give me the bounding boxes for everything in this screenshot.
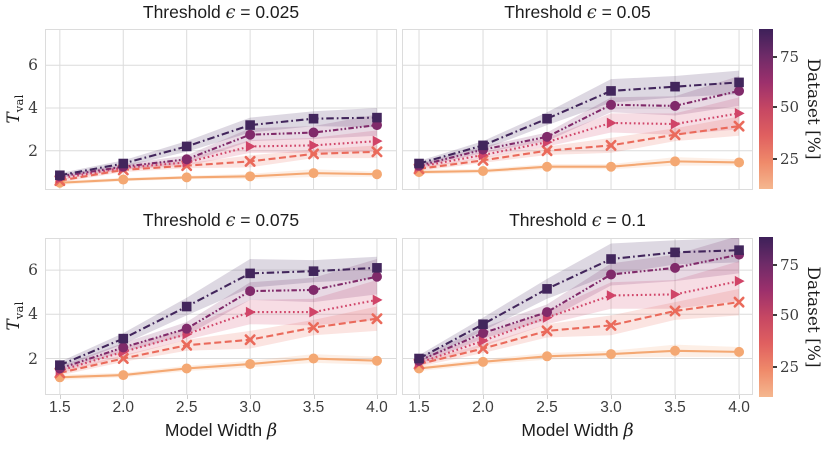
plot-eps-0.05 — [402, 29, 753, 190]
title-value: = 0.05 — [596, 2, 651, 22]
colorbar-label-top: Dataset [%] — [803, 58, 823, 160]
plot-eps-0.1 — [402, 238, 753, 395]
colorbar-tick-mark — [773, 366, 777, 368]
colorbar-bottom — [759, 237, 773, 397]
colorbar-tick-label: 25 — [780, 358, 800, 377]
y-tick-label: 6 — [28, 261, 38, 280]
y-tick-label: 2 — [28, 141, 38, 160]
colorbar-label-bottom: Dataset [%] — [803, 266, 823, 368]
colorbar-tick-mark — [773, 158, 777, 160]
x-tick-mark — [419, 395, 421, 399]
colorbar-tick-mark — [773, 56, 777, 58]
title-text: Threshold — [504, 2, 587, 22]
x-tick-mark — [483, 395, 485, 399]
y-tick-label: 2 — [28, 349, 38, 368]
colorbar-tick-label: 75 — [780, 48, 800, 66]
title-text: Threshold — [509, 210, 592, 230]
y-tick-label: 6 — [28, 56, 38, 75]
title-value: = 0.1 — [601, 210, 646, 230]
panel-title-eps-0.025: Threshold ϵ = 0.025 — [45, 2, 397, 23]
title-text: Threshold — [142, 2, 226, 22]
title-text: Threshold — [142, 210, 226, 230]
epsilon-symbol: ϵ — [225, 3, 236, 23]
x-tick-label: 2.0 — [472, 399, 494, 416]
x-tick-mark — [611, 395, 613, 399]
plot-eps-0.025 — [45, 29, 397, 190]
title-value: = 0.075 — [235, 210, 300, 230]
x-tick-label: 4.0 — [728, 399, 750, 416]
panel-title-eps-0.075: Threshold ϵ = 0.075 — [45, 210, 397, 231]
x-tick-mark — [739, 395, 741, 399]
x-tick-mark — [547, 395, 549, 399]
epsilon-symbol: ϵ — [591, 211, 602, 231]
colorbar-tick-mark — [773, 314, 777, 316]
colorbar-top — [759, 29, 773, 189]
y-tick-label: 4 — [28, 305, 38, 324]
x-tick-label: 3.0 — [600, 399, 622, 416]
x-tick-mark — [59, 395, 61, 399]
panel-title-eps-0.05: Threshold ϵ = 0.05 — [402, 2, 753, 23]
x-axis-label-right: Model Width β — [402, 420, 753, 441]
beta-symbol: β — [623, 421, 634, 441]
y-tick-label: 4 — [28, 99, 38, 117]
x-tick-label: 2.5 — [536, 399, 558, 416]
colorbar-tick-mark — [773, 264, 777, 266]
x-axis-label-left: Model Width β — [45, 420, 397, 441]
colorbar-tick-label: 25 — [780, 150, 800, 169]
x-tick-mark — [675, 395, 677, 399]
x-tick-label: 3.0 — [239, 399, 261, 416]
title-value: = 0.025 — [235, 2, 300, 22]
x-tick-mark — [376, 395, 378, 399]
x-tick-mark — [313, 395, 315, 399]
plot-eps-0.075 — [45, 238, 397, 395]
colorbar-tick-label: 50 — [780, 98, 800, 117]
x-tick-label: 2.5 — [175, 399, 198, 416]
x-tick-label: 3.5 — [664, 399, 686, 416]
panel-title-eps-0.1: Threshold ϵ = 0.1 — [402, 210, 753, 231]
x-tick-label: 1.5 — [408, 399, 430, 416]
x-tick-label: 2.0 — [112, 399, 135, 416]
colorbar-tick-label: 75 — [780, 256, 800, 274]
colorbar-tick-label: 50 — [780, 306, 800, 325]
colorbar-tick-mark — [773, 106, 777, 108]
x-tick-mark — [250, 395, 252, 399]
x-tick-mark — [123, 395, 125, 399]
x-tick-label: 4.0 — [366, 399, 388, 416]
epsilon-symbol: ϵ — [586, 3, 597, 23]
x-label-text: Model Width — [164, 420, 267, 440]
x-tick-label: 1.5 — [49, 399, 71, 416]
beta-symbol: β — [267, 421, 278, 441]
x-tick-mark — [186, 395, 188, 399]
x-tick-label: 3.5 — [302, 399, 325, 416]
epsilon-symbol: ϵ — [225, 211, 236, 231]
x-label-text: Model Width — [521, 420, 624, 440]
